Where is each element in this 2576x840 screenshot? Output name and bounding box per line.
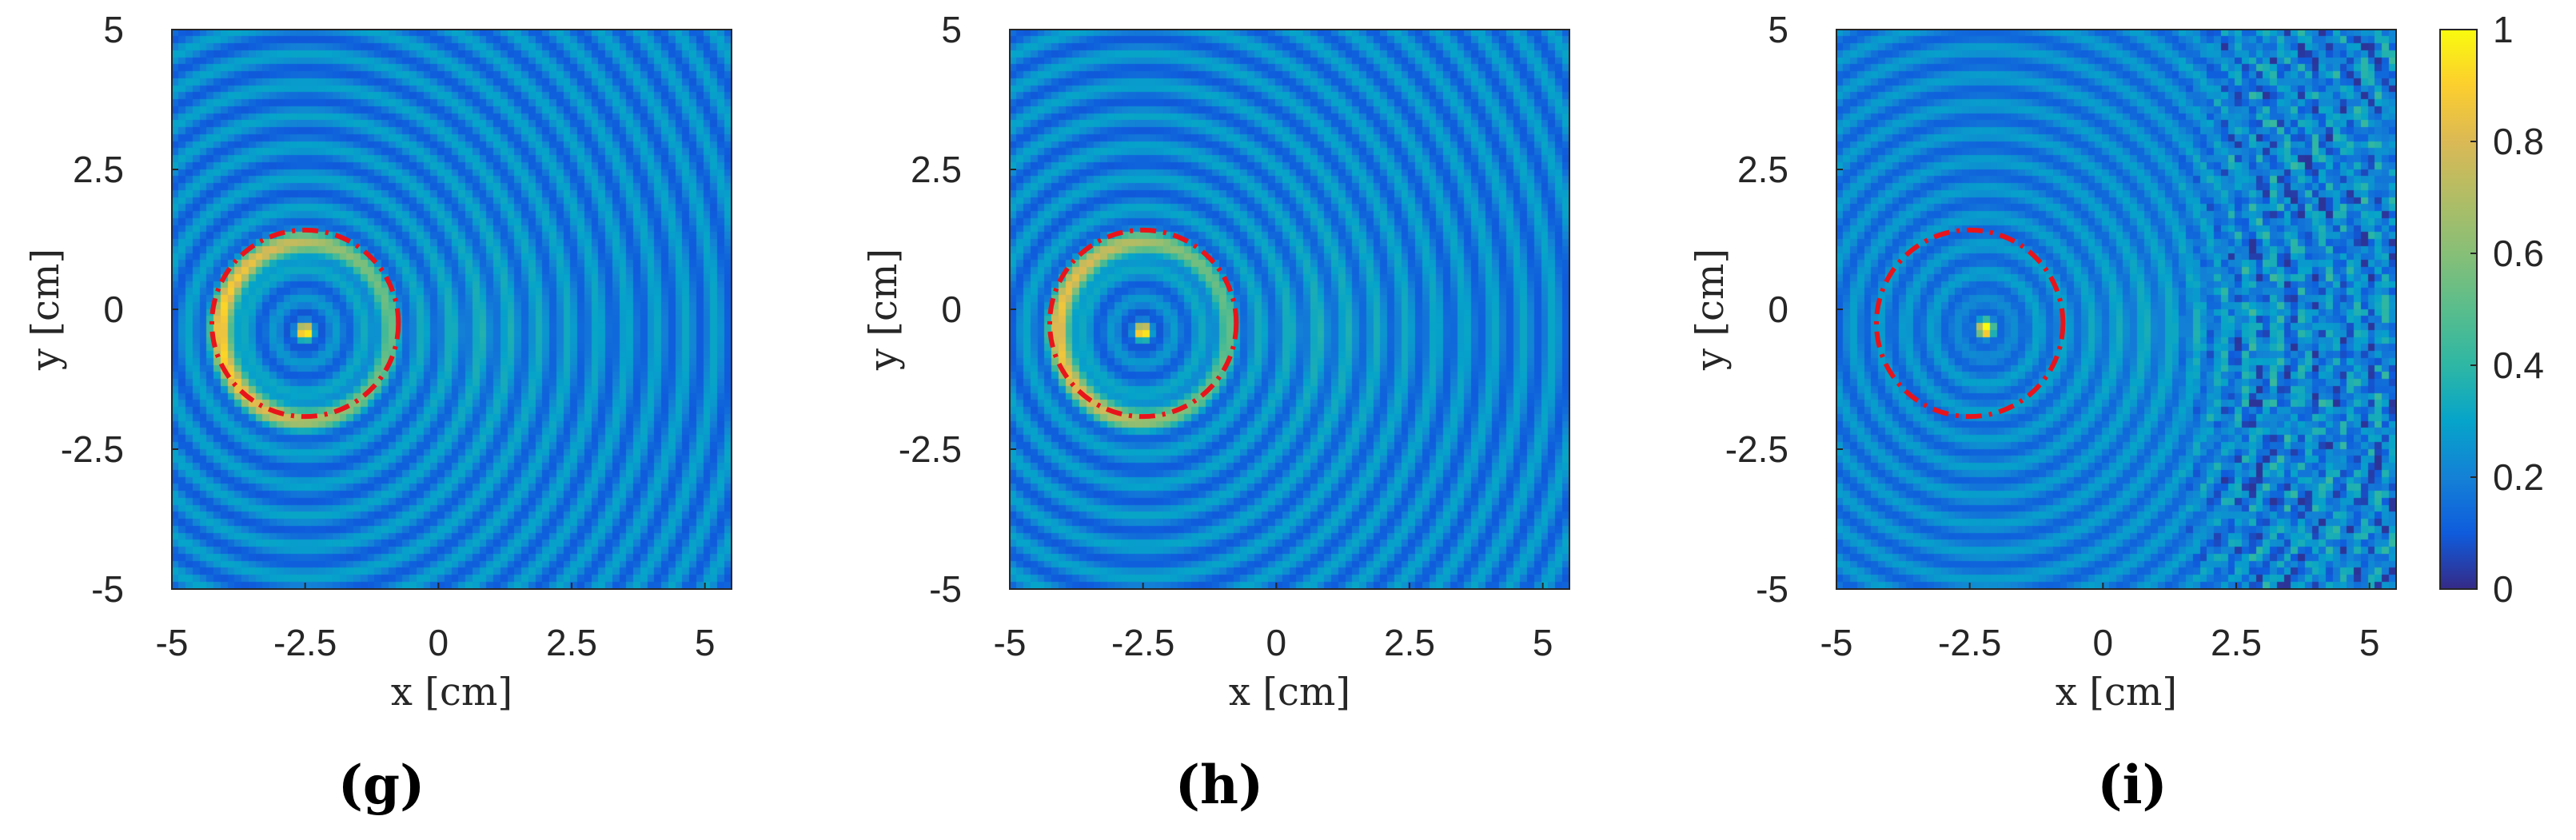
colorbar-tick-label: 0.6 — [2493, 233, 2544, 274]
y-axis-label-g: y [cm] — [23, 249, 68, 371]
panel-g: -5 -2.5 0 2.5 5 5 2.5 0 -2.5 -5 x [cm] y [cm] (g) — [23, 9, 732, 816]
y-axis-label-i: y [cm] — [1688, 249, 1733, 371]
colorbar-tick-label: 0.8 — [2493, 121, 2544, 162]
panel-i: -5 -2.5 0 2.5 5 5 2.5 0 -2.5 -5 x [cm] y [cm] (i) — [1688, 9, 2397, 816]
y-tick-label: 5 — [1768, 9, 1788, 50]
panel-h: -5 -2.5 0 2.5 5 5 2.5 0 -2.5 -5 x [cm] y [cm] (h) — [861, 9, 1570, 816]
y-tick-label: -2.5 — [899, 428, 962, 470]
colorbar-gradient — [2439, 29, 2478, 590]
x-tick-label: 5 — [1533, 622, 1553, 663]
y-axis-label-h: y [cm] — [861, 249, 906, 371]
x-tick-label: 2.5 — [1384, 622, 1435, 663]
y-tick-label: -5 — [929, 568, 962, 610]
y-tick-label: 2.5 — [1737, 149, 1788, 190]
x-tick-label: -2.5 — [1111, 622, 1174, 663]
y-tick-label: 0 — [941, 289, 962, 330]
overlay-circle — [209, 227, 401, 420]
x-tick-label: -5 — [994, 622, 1027, 663]
x-tick-label: 0 — [1266, 622, 1287, 663]
x-axis-label-h: x [cm] — [1229, 670, 1350, 715]
panel-label-h: (h) — [1175, 754, 1263, 816]
heatmap-g — [172, 30, 732, 589]
y-tick-label: -2.5 — [61, 428, 124, 470]
y-tick-label: -5 — [91, 568, 124, 610]
colorbar-tick-label: 0 — [2493, 568, 2514, 610]
x-tick-label: -2.5 — [1938, 622, 2001, 663]
panel-label-i: (i) — [2097, 754, 2167, 816]
x-tick-label: 5 — [695, 622, 716, 663]
y-tick-label: 0 — [1768, 289, 1788, 330]
colorbar: 1 0.8 0.6 0.4 0.2 0 — [2439, 9, 2544, 610]
overlay-circle — [1874, 227, 2066, 420]
y-tick-label: -5 — [1756, 568, 1788, 610]
x-tick-label: -2.5 — [273, 622, 337, 663]
x-tick-label: -5 — [1820, 622, 1853, 663]
panel-label-g: (g) — [338, 754, 425, 816]
colorbar-tick-label: 1 — [2493, 9, 2514, 50]
x-axis-label-g: x [cm] — [391, 670, 512, 715]
x-tick-label: -5 — [156, 622, 189, 663]
overlay-circle — [1047, 227, 1239, 420]
colorbar-tick-label: 0.4 — [2493, 344, 2544, 386]
y-tick-label: -2.5 — [1725, 428, 1788, 470]
y-tick-label: 5 — [103, 9, 124, 50]
x-tick-label: 2.5 — [546, 622, 597, 663]
colorbar-tick-label: 0.2 — [2493, 456, 2544, 498]
x-tick-label: 2.5 — [2211, 622, 2262, 663]
x-tick-label: 0 — [429, 622, 449, 663]
y-tick-label: 2.5 — [911, 149, 962, 190]
y-tick-label: 2.5 — [73, 149, 124, 190]
y-tick-label: 0 — [103, 289, 124, 330]
heatmap-i — [1836, 30, 2396, 589]
x-tick-label: 0 — [2093, 622, 2114, 663]
x-tick-label: 5 — [2359, 622, 2380, 663]
x-axis-label-i: x [cm] — [2056, 670, 2177, 715]
y-tick-label: 5 — [941, 9, 962, 50]
heatmap-h — [1010, 30, 1569, 589]
